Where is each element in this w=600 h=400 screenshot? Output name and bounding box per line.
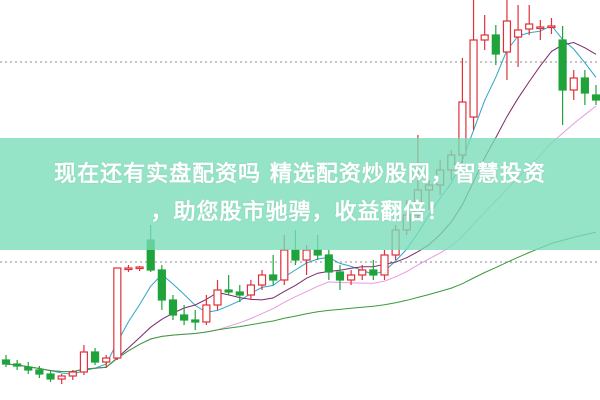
candle-up xyxy=(569,77,578,91)
candle-down xyxy=(46,373,55,380)
candle-down xyxy=(313,249,322,256)
banner-line-2: ，助您股市驰骋，收益翻倍！ xyxy=(150,200,450,225)
candle-up xyxy=(124,267,133,271)
ma5-line xyxy=(5,24,597,375)
candle-up xyxy=(547,25,556,29)
candle-up xyxy=(213,289,222,306)
candle-up xyxy=(525,23,534,30)
promo-banner: 现在还有实盘配资吗 精选配资炒股网，智慧投资 ，助您股市驰骋，收益翻倍！ xyxy=(0,138,600,250)
candle-down xyxy=(335,271,345,281)
candle-down xyxy=(558,39,567,91)
candle-up xyxy=(480,34,489,41)
candle-up xyxy=(57,375,66,380)
candle-down xyxy=(491,34,500,55)
candle-up xyxy=(380,254,389,276)
candle-down xyxy=(180,314,189,321)
candle-down xyxy=(269,274,278,281)
candle-down xyxy=(24,366,33,371)
ma60-line xyxy=(5,231,597,373)
candle-down xyxy=(13,363,22,367)
candle-up xyxy=(502,20,512,53)
candle-up xyxy=(113,267,122,359)
candle-up xyxy=(469,39,478,118)
candle-down xyxy=(157,269,166,301)
candle-up xyxy=(513,29,523,38)
candle-down xyxy=(235,291,244,296)
candle-down xyxy=(291,249,300,261)
candle-down xyxy=(1,359,11,365)
candle-up xyxy=(257,274,267,286)
candle-down xyxy=(168,299,178,316)
candle-up xyxy=(102,357,111,363)
candle-up xyxy=(135,266,144,270)
banner-line-1: 现在还有实盘配资吗 精选配资炒股网，智慧投资 xyxy=(54,162,546,187)
candle-up xyxy=(358,269,367,276)
candle-up xyxy=(79,351,89,373)
candle-down xyxy=(90,351,100,363)
candle-down xyxy=(369,269,378,276)
candle-up xyxy=(68,371,77,377)
candle-up xyxy=(346,274,356,281)
candle-down xyxy=(224,289,233,293)
candle-up xyxy=(536,26,545,30)
candle-down xyxy=(591,94,600,101)
candle-up xyxy=(202,304,211,323)
candle-up xyxy=(246,284,256,296)
candle-down xyxy=(580,77,589,94)
candle-up xyxy=(302,249,311,261)
candle-up xyxy=(280,249,289,281)
candle-down xyxy=(324,254,333,273)
candle-down xyxy=(191,319,200,323)
candle-down xyxy=(35,369,44,375)
